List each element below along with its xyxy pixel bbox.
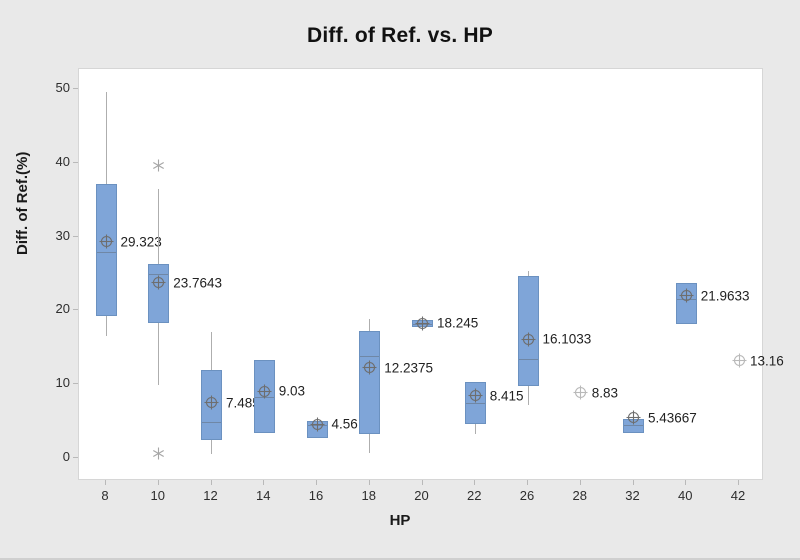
mean-marker xyxy=(99,234,114,254)
median-line xyxy=(96,252,116,254)
x-tick-mark xyxy=(157,480,159,485)
mean-marker-icon xyxy=(204,395,219,410)
outlier-star-icon xyxy=(153,447,165,460)
x-tick-mark xyxy=(632,480,634,485)
mean-value-label: 8.415 xyxy=(489,388,524,404)
x-tick-mark xyxy=(316,480,317,485)
box-iqr xyxy=(359,331,381,434)
mean-marker-icon xyxy=(415,316,430,331)
mean-marker xyxy=(362,360,377,380)
x-tick-label: 26 xyxy=(519,488,535,503)
box-iqr xyxy=(675,283,697,324)
mean-marker xyxy=(468,388,483,408)
mean-marker xyxy=(626,410,641,430)
mean-marker-icon xyxy=(151,275,166,290)
mean-marker-icon xyxy=(573,385,588,400)
mean-value-label: 9.03 xyxy=(278,383,306,399)
x-tick-mark xyxy=(579,480,581,485)
y-tick-label: 30 xyxy=(55,227,70,243)
mean-marker xyxy=(415,316,430,336)
box-iqr xyxy=(148,263,170,323)
x-tick-mark xyxy=(685,480,687,485)
mean-marker xyxy=(679,288,694,308)
x-tick-mark xyxy=(527,480,528,485)
mean-marker xyxy=(573,385,588,405)
x-tick-mark xyxy=(263,480,265,485)
y-tick-mark xyxy=(73,457,78,458)
mean-marker-icon xyxy=(732,353,746,368)
median-line xyxy=(624,424,643,426)
mean-value-label: 7.485 xyxy=(226,395,260,411)
mean-marker-icon xyxy=(679,288,694,303)
mean-value-label: 12.2375 xyxy=(384,360,434,376)
mean-marker-icon xyxy=(362,360,377,375)
x-tick-label: 42 xyxy=(730,488,746,503)
y-tick-mark xyxy=(73,161,78,163)
mean-value-label: 13.16 xyxy=(750,353,784,369)
median-line xyxy=(149,274,169,276)
mean-marker-icon xyxy=(626,410,641,425)
median-line xyxy=(202,421,221,423)
x-tick-label: 14 xyxy=(256,488,271,503)
mean-marker xyxy=(732,353,747,373)
mean-marker xyxy=(257,384,272,404)
mean-value-label: 29.323 xyxy=(120,234,162,250)
y-axis-label: Diff. of Ref.(%) xyxy=(14,151,31,255)
mean-value-label: 18.245 xyxy=(437,315,479,331)
median-line xyxy=(465,402,485,404)
y-tick-mark xyxy=(73,88,78,89)
x-tick-label: 40 xyxy=(678,488,693,503)
y-tick-label: 20 xyxy=(55,301,70,317)
mean-value-label: 5.43667 xyxy=(648,410,697,426)
x-tick-mark xyxy=(474,480,476,485)
x-tick-label: 32 xyxy=(625,488,640,503)
median-line xyxy=(360,356,380,358)
y-tick-label: 0 xyxy=(62,449,70,464)
x-tick-label: 16 xyxy=(308,488,324,503)
mean-marker xyxy=(521,332,536,352)
x-axis-label: HP xyxy=(389,512,411,529)
y-tick-label: 50 xyxy=(55,80,70,95)
outlier-marker xyxy=(152,447,165,465)
mean-marker xyxy=(204,395,219,415)
x-tick-mark xyxy=(105,480,106,485)
chart-title: Diff. of Ref. vs. HP xyxy=(306,24,494,47)
x-tick-mark xyxy=(738,480,739,485)
mean-marker-icon xyxy=(468,388,483,403)
mean-marker-icon xyxy=(521,332,535,347)
median-line xyxy=(518,359,538,361)
x-tick-label: 10 xyxy=(150,488,165,503)
mean-marker-icon xyxy=(99,234,113,249)
mean-marker-icon xyxy=(310,417,324,432)
y-tick-label: 40 xyxy=(55,153,70,169)
x-tick-mark xyxy=(368,480,370,485)
mean-value-label: 16.1033 xyxy=(542,331,592,347)
mean-marker xyxy=(310,417,325,437)
mean-value-label: 21.9633 xyxy=(700,288,750,304)
x-tick-label: 18 xyxy=(361,488,376,503)
x-tick-mark xyxy=(210,480,212,485)
x-tick-mark xyxy=(421,480,423,485)
y-tick-mark xyxy=(73,309,78,311)
outlier-marker xyxy=(152,159,165,177)
x-tick-label: 20 xyxy=(414,488,429,503)
x-tick-label: 22 xyxy=(467,488,482,503)
mean-marker xyxy=(151,275,166,295)
plot-area: 29.323 23.7643 7.485 9.03 4.56 12.2375 18.245 8… xyxy=(78,68,784,480)
mean-value-label: 23.7643 xyxy=(173,275,223,291)
mean-marker-icon xyxy=(257,384,272,399)
x-tick-label: 12 xyxy=(203,488,218,503)
y-tick-mark xyxy=(73,383,78,385)
y-tick-mark xyxy=(73,235,78,237)
mean-value-label: 8.83 xyxy=(591,385,619,401)
outlier-star-icon xyxy=(153,159,165,171)
x-tick-label: 8 xyxy=(101,488,109,503)
y-tick-label: 10 xyxy=(55,375,70,391)
x-tick-label: 28 xyxy=(572,488,587,503)
box-iqr xyxy=(95,184,117,316)
box-iqr xyxy=(517,276,539,386)
mean-value-label: 4.56 xyxy=(331,416,358,432)
